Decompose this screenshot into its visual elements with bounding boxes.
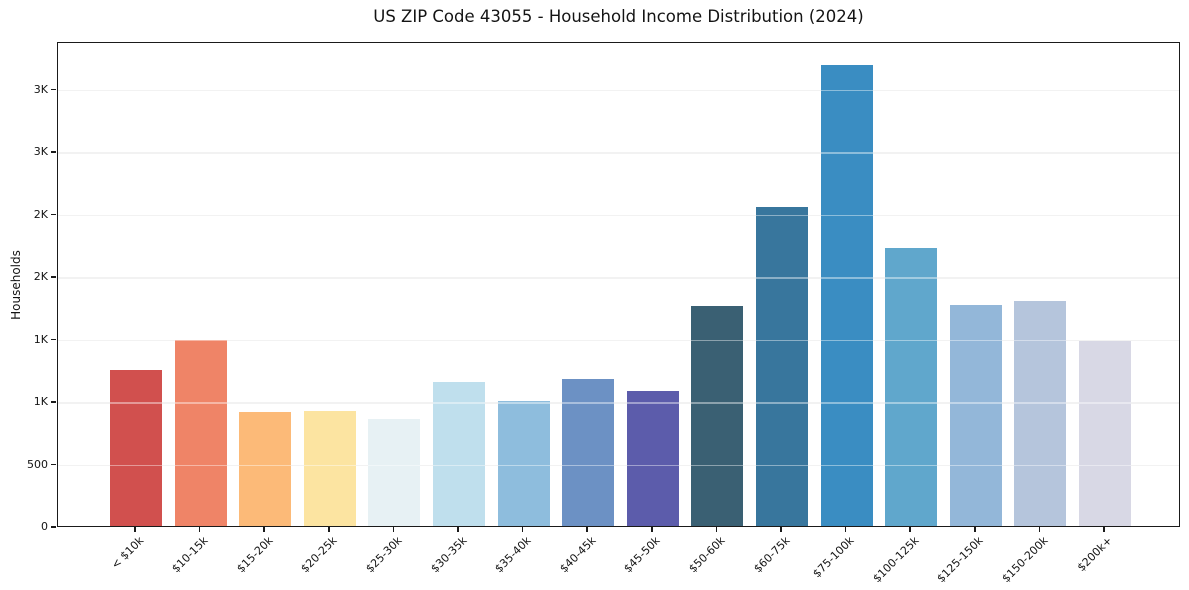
bar-$45-50k bbox=[626, 391, 679, 526]
gridline-3000 bbox=[58, 152, 1179, 154]
x-tick-mark bbox=[715, 527, 718, 532]
x-tick-label: $125-150k bbox=[934, 534, 987, 586]
y-tick-mark bbox=[51, 88, 56, 91]
x-tick-mark bbox=[909, 527, 911, 532]
x-tick-label: $45-50k bbox=[621, 534, 664, 576]
y-tick-mark bbox=[51, 526, 56, 528]
y-tick-mark bbox=[51, 401, 56, 403]
y-tick-label: 1K bbox=[33, 332, 48, 346]
x-tick-label: $35-40k bbox=[492, 534, 534, 576]
gridline-3500 bbox=[58, 89, 1179, 92]
x-tick-label: $40-45k bbox=[557, 534, 599, 576]
bar-$150-200k bbox=[1014, 301, 1067, 526]
x-tick-label: $20-25k bbox=[298, 534, 341, 576]
bar-$35-40k bbox=[497, 401, 550, 526]
x-tick-mark bbox=[974, 527, 976, 532]
y-tick-label: 2K bbox=[33, 207, 48, 221]
y-tick-mark bbox=[51, 213, 56, 216]
bar-$40-45k bbox=[562, 379, 615, 526]
x-tick-mark bbox=[457, 527, 459, 532]
x-tick-label: $100-125k bbox=[870, 534, 922, 586]
y-tick-label: 2K bbox=[33, 270, 48, 283]
y-tick-label: 3K bbox=[33, 82, 48, 96]
x-tick-mark bbox=[263, 527, 265, 532]
x-tick-mark bbox=[651, 527, 653, 532]
gridline-1000 bbox=[58, 402, 1179, 404]
x-axis-labels-group: < $10k $10-15k $15-20k $20-25k $25-30k $30-35… bbox=[0, 534, 1189, 590]
x-tick-mark bbox=[1038, 527, 1041, 532]
x-tick-mark bbox=[586, 527, 588, 532]
y-tick-mark bbox=[51, 463, 56, 466]
chart-title: US ZIP Code 43055 - Household Income Dis… bbox=[373, 7, 864, 26]
y-tick-mark bbox=[51, 338, 56, 341]
bar-$100-125k bbox=[885, 247, 938, 526]
x-tick-label: $25-30k bbox=[363, 534, 405, 576]
gridline-1000 bbox=[58, 402, 1179, 404]
gridline-1500 bbox=[58, 339, 1179, 342]
x-tick-mark bbox=[198, 527, 201, 532]
x-tick-label: $50-60k bbox=[686, 534, 728, 576]
bar-$30-35k bbox=[433, 381, 485, 526]
gridline-3500 bbox=[58, 89, 1179, 92]
bar-$75-100k bbox=[820, 64, 873, 526]
y-tick-label: 1K bbox=[33, 395, 48, 408]
y-tick-mark bbox=[51, 276, 56, 278]
bar-$10-15k bbox=[174, 339, 227, 526]
y-tick-label: 3K bbox=[33, 145, 48, 158]
x-tick-label: < $10k bbox=[108, 534, 147, 572]
x-tick-label: $150-200k bbox=[999, 534, 1051, 586]
bar-$20-25k bbox=[303, 411, 356, 526]
y-tick-label: 0 bbox=[41, 520, 48, 533]
x-tick-mark bbox=[134, 527, 136, 532]
gridline-2500 bbox=[58, 214, 1179, 217]
bar-$15-20k bbox=[239, 412, 292, 526]
x-tick-mark bbox=[780, 527, 782, 532]
x-tick-mark bbox=[392, 527, 395, 532]
bar-$25-30k bbox=[368, 419, 421, 526]
x-tick-label: $75-100k bbox=[810, 534, 857, 581]
bar-< $10k bbox=[110, 369, 162, 526]
x-tick-mark bbox=[521, 527, 524, 532]
x-tick-label: $200k+ bbox=[1075, 534, 1116, 575]
gridline-2000 bbox=[58, 277, 1179, 279]
bar-$125-150k bbox=[949, 304, 1002, 526]
gridline-3000 bbox=[58, 152, 1179, 154]
x-tick-mark bbox=[328, 527, 330, 532]
bar-$60-75k bbox=[756, 207, 808, 526]
gridline-2000 bbox=[58, 277, 1179, 279]
bar-$200k+ bbox=[1079, 341, 1131, 526]
y-tick-label: 500 bbox=[27, 457, 48, 471]
gridline-1500 bbox=[58, 339, 1179, 342]
y-tick-mark bbox=[51, 151, 56, 153]
plot-area bbox=[57, 42, 1180, 527]
gridline-2500 bbox=[58, 214, 1179, 217]
x-tick-label: $30-35k bbox=[427, 534, 470, 576]
gridline-500 bbox=[58, 464, 1179, 467]
x-tick-label: $15-20k bbox=[234, 534, 276, 576]
y-axis-label: Households bbox=[9, 250, 23, 320]
x-tick-mark bbox=[1103, 527, 1105, 532]
bar-$50-60k bbox=[691, 306, 744, 526]
x-tick-label: $60-75k bbox=[750, 534, 793, 576]
gridline-500 bbox=[58, 464, 1179, 467]
x-tick-label: $10-15k bbox=[169, 534, 211, 576]
x-tick-mark bbox=[844, 527, 847, 532]
